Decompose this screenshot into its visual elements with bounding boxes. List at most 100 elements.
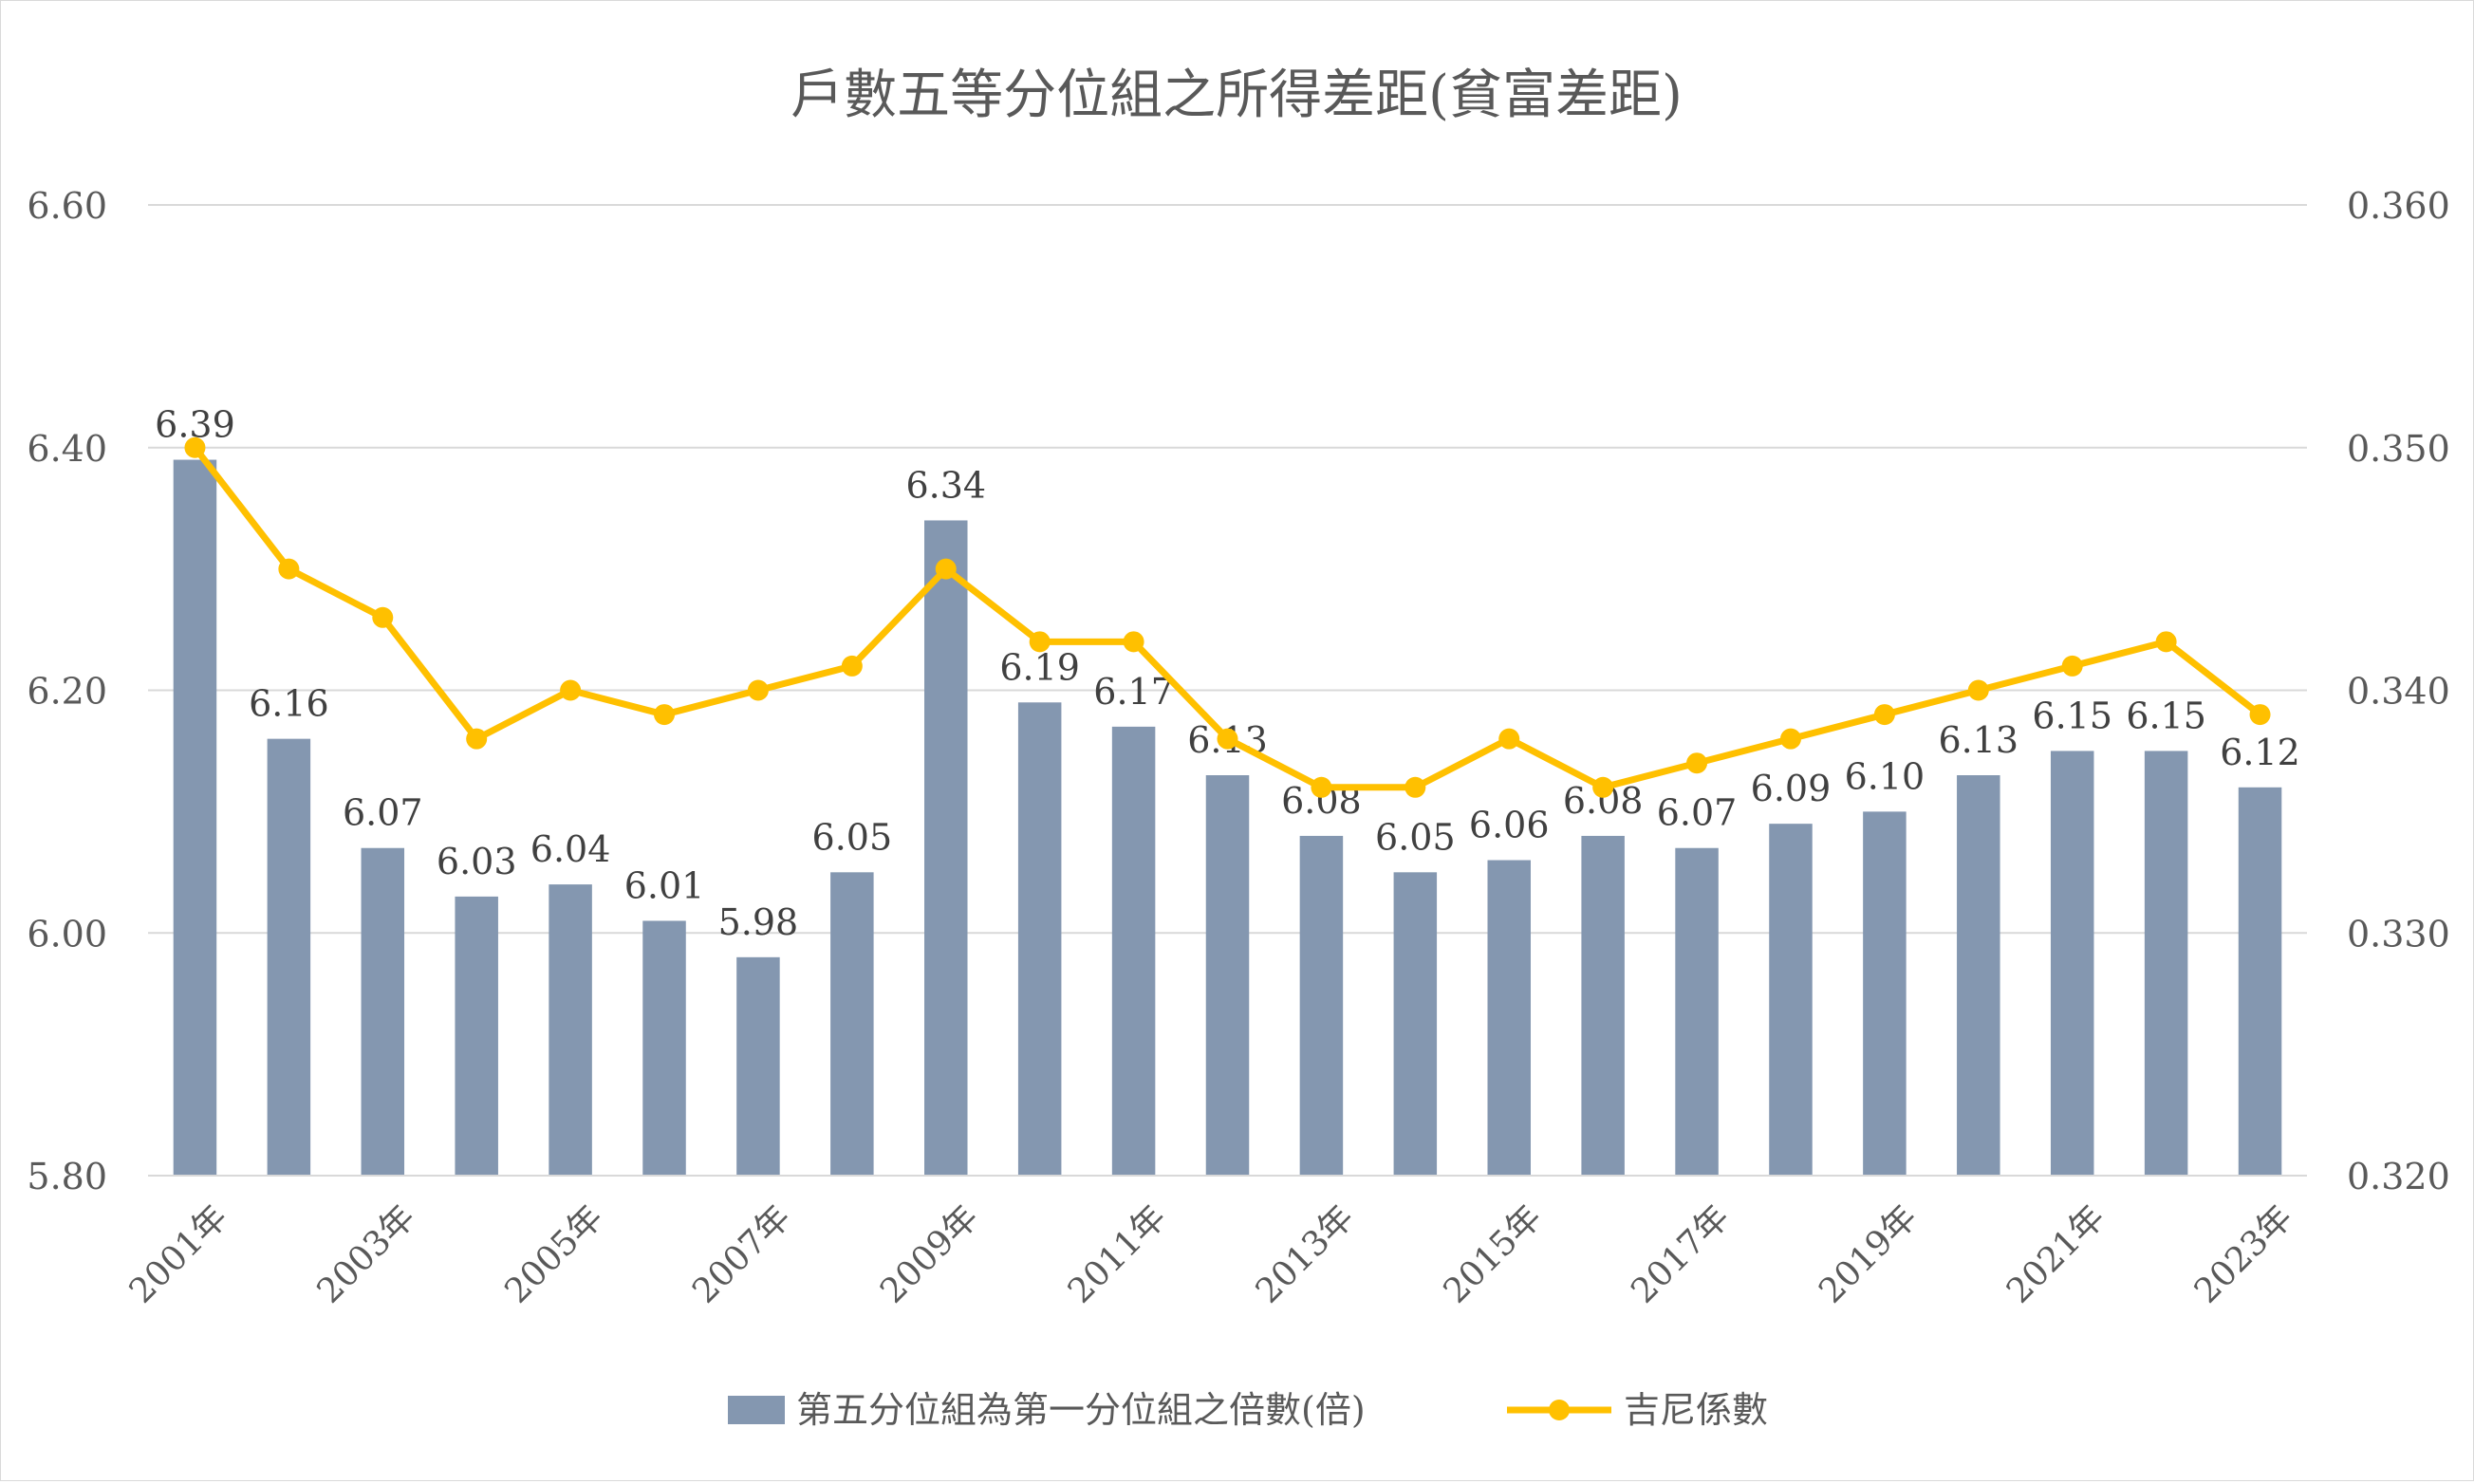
bar [1957,775,2000,1176]
left-y-tick-label: 6.40 [27,428,107,470]
right-y-tick-label: 0.330 [2347,913,2450,955]
gini-point [1029,631,1051,653]
gini-point [1217,728,1238,750]
gini-point [2249,704,2271,726]
bar-data-label: 6.13 [1938,719,2018,761]
bar-data-label: 6.04 [530,828,611,870]
gini-point [184,436,206,458]
bar-data-label: 6.12 [2220,732,2300,773]
x-tick-label: 2013年 [1249,1197,1362,1310]
bar-data-label: 6.01 [624,864,705,906]
gini-point [2061,655,2083,677]
left-y-tick-label: 6.00 [27,913,107,955]
gini-point [1123,631,1144,653]
bar-data-label: 6.17 [1093,671,1174,713]
legend-line-marker [1549,1400,1570,1420]
bar-data-label: 6.19 [999,646,1080,688]
bar-data-label: 6.07 [343,792,423,834]
legend-bar-label: 第五分位組為第一分位組之倍數(倍) [796,1389,1366,1431]
x-tick-label: 2023年 [2187,1197,2300,1310]
right-y-axis: 0.320 0.330 0.340 0.350 0.360 [2347,185,2450,1197]
bar [736,956,780,1176]
right-y-tick-label: 0.350 [2347,428,2450,470]
bar-data-label: 6.03 [437,841,517,882]
gini-point [560,679,582,701]
bar [1111,726,1156,1176]
x-tick-label: 2017年 [1624,1197,1737,1310]
legend: 第五分位組為第一分位組之倍數(倍) 吉尼係數 [728,1389,1768,1431]
bar [361,847,405,1176]
gini-point [654,704,676,726]
x-tick-label: 2005年 [497,1197,610,1310]
gini-point [1592,776,1614,798]
bar [1769,824,1813,1176]
x-tick-label: 2003年 [310,1197,423,1310]
bar [267,738,311,1176]
bar-series [173,459,2282,1177]
x-tick-label: 2019年 [1812,1197,1925,1310]
gini-point [1967,679,1989,701]
bar-data-label: 6.06 [1469,805,1550,846]
gini-point [935,558,957,580]
x-tick-label: 2007年 [685,1197,798,1310]
x-axis: 2001年 2003年 2005年 2007年 2009年 2011年 2013年 2015年… [122,1175,2307,1311]
bar-data-label: 6.05 [812,816,893,858]
gini-point [1311,776,1332,798]
bar-data-label: 6.10 [1845,755,1925,797]
bar [2238,787,2282,1176]
bar-data-label: 5.98 [718,901,799,943]
bar-data-label: 6.15 [2126,695,2206,736]
legend-line-label: 吉尼係數 [1624,1389,1768,1431]
gini-point [466,728,488,750]
right-y-tick-label: 0.340 [2347,671,2450,713]
gini-point [1404,776,1426,798]
x-tick-label: 2011年 [1061,1197,1174,1310]
bar-data-label: 6.05 [1375,816,1456,858]
bar [1487,860,1531,1176]
bar [549,884,592,1176]
bar [1299,835,1344,1176]
bar [642,920,686,1176]
bar [1205,775,1250,1176]
x-tick-label: 2015年 [1436,1197,1549,1310]
bar [830,872,874,1176]
bar [455,896,498,1176]
left-y-tick-label: 5.80 [27,1156,107,1197]
right-y-tick-label: 0.320 [2347,1156,2450,1197]
bar [2050,751,2094,1176]
gini-point [2155,631,2177,653]
gini-point [841,655,863,677]
bar [1581,835,1625,1176]
bar [1393,872,1438,1176]
bar-data-label: 6.15 [2032,695,2112,736]
gini-line-series [184,436,2271,798]
bar-data-label: 6.34 [905,464,986,506]
left-y-axis: 5.80 6.00 6.20 6.40 6.60 [27,185,107,1197]
x-tick-label: 2009年 [873,1197,986,1310]
gini-point [747,679,769,701]
bar [924,520,968,1176]
left-y-tick-label: 6.20 [27,671,107,713]
bar [173,459,217,1177]
right-y-tick-label: 0.360 [2347,185,2450,227]
x-tick-label: 2021年 [2000,1197,2112,1310]
bar-data-label: 6.16 [249,683,329,725]
gini-point [1498,728,1520,750]
bar-data-label: 6.09 [1751,768,1832,809]
chart-title: 戶數五等分位組之所得差距(貧富差距) [791,65,1683,126]
bar [1863,811,1907,1176]
bar-data-label: 6.07 [1657,792,1738,834]
gini-point [372,606,394,628]
bar [1017,702,1062,1176]
x-tick-label: 2001年 [122,1197,235,1310]
gini-point [278,558,300,580]
left-y-tick-label: 6.60 [27,185,107,227]
bar [2144,751,2188,1176]
bar-data-labels: 6.396.166.076.03 6.046.015.986.056.346.19… [155,404,2300,943]
gini-point [1686,752,1708,774]
bar [1675,847,1719,1176]
gini-point [1873,704,1895,726]
legend-bar-swatch [728,1396,785,1424]
